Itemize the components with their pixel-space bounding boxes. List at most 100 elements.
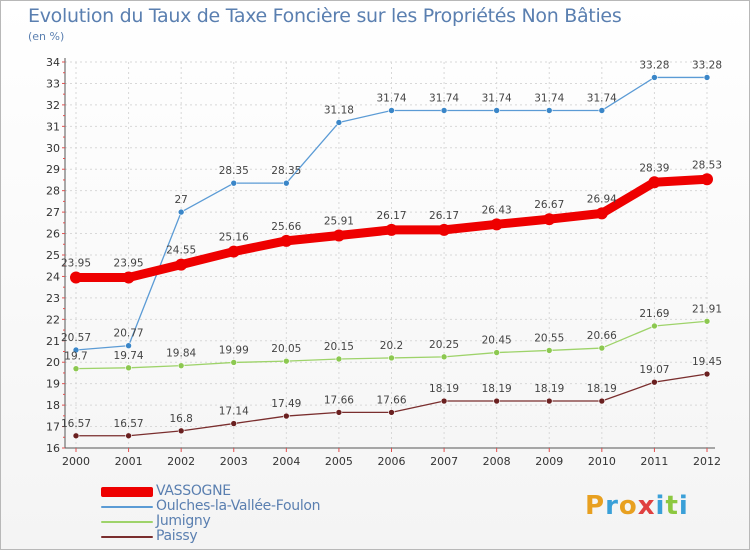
y-tick-label: 17 xyxy=(46,421,60,434)
data-label: 20.55 xyxy=(534,332,564,344)
data-label: 19.07 xyxy=(639,364,669,376)
y-tick-label: 29 xyxy=(46,163,60,176)
data-point xyxy=(72,346,80,354)
data-point xyxy=(388,354,395,362)
data-label: 20.25 xyxy=(429,339,459,351)
data-label: 24.55 xyxy=(166,245,196,257)
logo-letter: i xyxy=(678,491,689,521)
data-point xyxy=(72,365,80,372)
data-label: 17.66 xyxy=(324,394,354,406)
legend-swatch xyxy=(101,536,153,538)
logo-letter: o xyxy=(618,491,638,521)
y-tick-label: 33 xyxy=(46,77,60,90)
x-tick-label: 2001 xyxy=(115,455,143,468)
x-tick-label: 2003 xyxy=(220,455,248,468)
data-label: 20.2 xyxy=(380,340,403,352)
proxiti-logo: Proxiti xyxy=(585,491,689,521)
data-label: 20.57 xyxy=(61,332,91,344)
data-label: 20.77 xyxy=(114,328,144,340)
y-tick-label: 25 xyxy=(46,249,60,262)
chart-title: Evolution du Taux de Taxe Foncière sur l… xyxy=(28,5,622,27)
data-label: 28.53 xyxy=(692,159,722,171)
line-chart: 16 17 18 19 20 21 22 23 24 25 26 27 28 29 30 31 32 33 34 20… xyxy=(46,56,722,468)
data-point xyxy=(283,179,290,187)
data-point xyxy=(703,317,711,325)
x-tick-label: 2011 xyxy=(640,455,668,468)
y-tick-label: 20 xyxy=(46,356,60,369)
data-point xyxy=(280,234,293,247)
data-point xyxy=(230,359,238,366)
y-tick-label: 16 xyxy=(46,442,60,455)
data-point xyxy=(703,74,711,81)
x-tick-label: 2002 xyxy=(167,455,195,468)
logo-letter: i xyxy=(655,491,666,521)
data-label: 20.66 xyxy=(587,330,617,342)
data-label: 16.57 xyxy=(61,418,91,430)
x-tick-label: 2000 xyxy=(62,455,90,468)
data-point xyxy=(283,357,290,365)
y-tick-label: 30 xyxy=(46,142,60,155)
data-label: 28.35 xyxy=(219,165,249,177)
legend-label: VASSOGNE xyxy=(156,483,231,499)
data-point xyxy=(335,119,343,126)
data-point xyxy=(175,258,188,271)
y-tick-label: 23 xyxy=(46,292,60,305)
logo-letter: x xyxy=(637,491,656,521)
data-label: 16.8 xyxy=(169,413,192,425)
data-point xyxy=(72,432,80,440)
data-point xyxy=(493,397,500,405)
data-label: 28.35 xyxy=(271,165,301,177)
data-label: 31.74 xyxy=(429,92,459,104)
data-point xyxy=(440,107,448,114)
data-point xyxy=(70,271,82,284)
legend-swatch xyxy=(101,487,153,497)
data-label: 20.45 xyxy=(482,335,512,347)
y-tick-label: 27 xyxy=(46,206,60,219)
data-point xyxy=(230,179,238,187)
data-label: 33.28 xyxy=(639,59,669,71)
y-tick-label: 28 xyxy=(46,185,60,198)
data-label: 17.49 xyxy=(271,398,301,410)
data-label: 19.7 xyxy=(64,351,87,363)
data-label: 18.19 xyxy=(534,383,564,395)
data-label: 28.39 xyxy=(639,162,669,174)
y-tick-label: 26 xyxy=(46,228,60,241)
data-label: 21.69 xyxy=(639,308,669,320)
data-label: 25.91 xyxy=(324,215,354,227)
y-axis-unit: (en %) xyxy=(28,30,65,43)
legend-label: Paissy xyxy=(156,528,198,544)
data-label: 19.45 xyxy=(692,356,722,368)
legend-label: Oulches-la-Vallée-Foulon xyxy=(156,498,321,514)
data-label: 31.74 xyxy=(534,92,564,104)
data-label: 18.19 xyxy=(429,383,459,395)
data-point xyxy=(490,218,503,231)
data-point xyxy=(543,213,556,226)
data-label: 26.43 xyxy=(482,204,512,216)
data-label: 31.74 xyxy=(376,92,406,104)
data-point xyxy=(388,107,395,114)
data-point xyxy=(122,271,135,284)
y-tick-label: 21 xyxy=(46,335,60,348)
logo-letter: t xyxy=(665,491,679,521)
x-tick-label: 2007 xyxy=(430,455,458,468)
data-label: 23.95 xyxy=(61,258,91,270)
x-tick-label: 2008 xyxy=(483,455,511,468)
x-tick-label: 2009 xyxy=(535,455,563,468)
data-point xyxy=(545,107,553,114)
data-point xyxy=(177,427,185,435)
data-label: 27 xyxy=(174,194,187,206)
data-point xyxy=(335,355,343,363)
data-point xyxy=(440,353,448,361)
data-label: 19.84 xyxy=(166,348,196,360)
data-label: 20.15 xyxy=(324,341,354,353)
data-label: 25.66 xyxy=(271,221,301,233)
data-label: 21.91 xyxy=(692,303,722,315)
data-point xyxy=(177,208,185,216)
y-tick-label: 24 xyxy=(46,270,60,283)
y-tick-label: 22 xyxy=(46,313,60,326)
x-tick-label: 2006 xyxy=(378,455,406,468)
data-point xyxy=(651,322,658,330)
data-point xyxy=(651,74,658,81)
legend-swatch xyxy=(101,506,153,508)
data-label: 16.57 xyxy=(114,418,144,430)
